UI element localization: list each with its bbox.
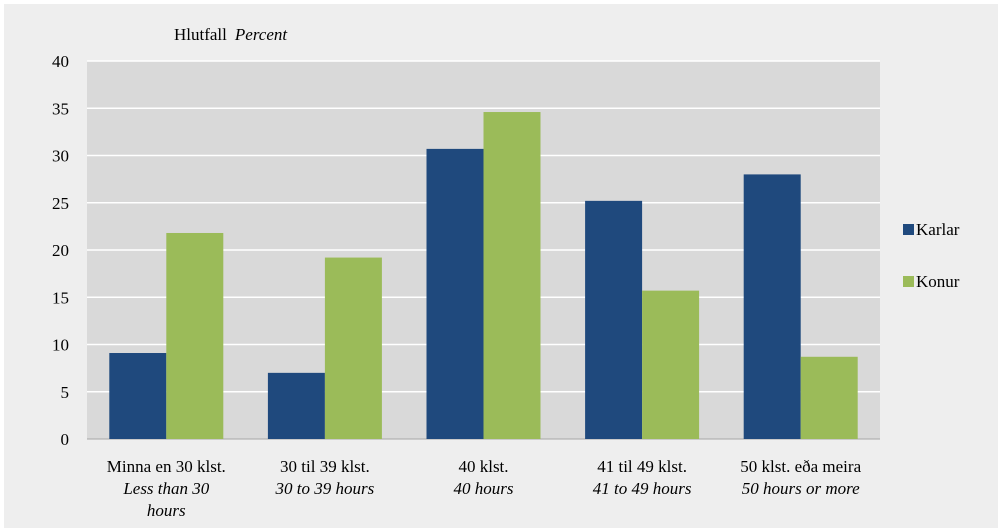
y-tick-label: 25	[52, 194, 69, 213]
bar-karlar-5	[744, 174, 801, 439]
y-tick-label: 35	[52, 99, 69, 118]
y-tick-label: 15	[52, 288, 69, 307]
y-axis-label-is: Hlutfall	[174, 25, 227, 44]
y-tick-label: 30	[52, 147, 69, 166]
bar-karlar-4	[585, 201, 642, 439]
x-category-label: 50 klst. eða meira	[740, 457, 861, 476]
legend-label-konur: Konur	[916, 272, 960, 291]
x-category-label-en: Less than 30	[122, 479, 209, 498]
legend-swatch-konur	[903, 276, 914, 287]
y-tick-label: 5	[61, 383, 70, 402]
x-category-label: 41 til 49 klst.	[597, 457, 687, 476]
y-tick-label: 10	[52, 336, 69, 355]
bar-karlar-2	[268, 373, 325, 439]
x-category-label-en: 50 hours or more	[742, 479, 860, 498]
x-category-label: 30 til 39 klst.	[280, 457, 370, 476]
bar-karlar-3	[427, 149, 484, 439]
bar-konur-5	[801, 357, 858, 439]
bar-konur-3	[484, 112, 541, 439]
x-category-label-en: hours	[147, 501, 186, 520]
legend-swatch-karlar	[903, 224, 914, 235]
y-tick-label: 20	[52, 241, 69, 260]
x-category-label-en: 41 to 49 hours	[593, 479, 692, 498]
legend-label-karlar: Karlar	[916, 220, 960, 239]
x-category-label-en: 30 to 39 hours	[275, 479, 375, 498]
x-category-label-en: 40 hours	[454, 479, 514, 498]
x-category-label: 40 klst.	[458, 457, 508, 476]
x-category-label: Minna en 30 klst.	[107, 457, 226, 476]
y-tick-label: 40	[52, 52, 69, 71]
y-axis-label: Hlutfall Percent	[174, 25, 288, 44]
y-axis-label-en: Percent	[234, 25, 289, 44]
bar-konur-2	[325, 258, 382, 439]
y-tick-label: 0	[61, 430, 70, 449]
bar-konur-1	[166, 233, 223, 439]
bar-karlar-1	[109, 353, 166, 439]
bar-konur-4	[642, 291, 699, 439]
